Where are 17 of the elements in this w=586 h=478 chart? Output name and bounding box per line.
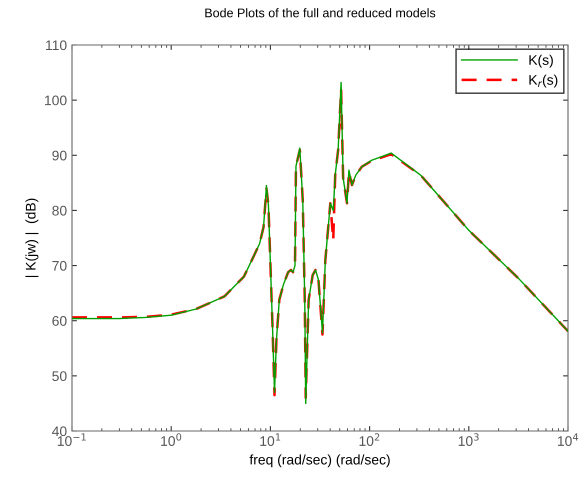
legend-label: K$_{r}$(s) [529,74,558,88]
y-tick-label: 90 [52,150,67,160]
x-tick-label: 10$^{4}$ [558,433,578,446]
y-tick-label: 80 [52,206,67,216]
x-tick-label: 10$^{1}$ [260,433,280,446]
x-tick-label: 10$^{0}$ [161,433,182,446]
y-tick-label: 100 [45,95,67,106]
y-tick-label: 60 [52,316,67,326]
y-axis-title: | K(jw) | (dB) [25,198,38,278]
y-tick-label: 70 [52,260,67,271]
x-axis-title: freq (rad/sec) (rad/sec) [250,454,390,468]
y-tick-label: 50 [52,371,67,382]
chart-title: Bode Plots of the full and reduced models [205,8,436,18]
y-tick-label: 110 [46,40,67,50]
x-tick-label: 10$^{3}$ [458,433,479,446]
legend-label: K(s) [529,54,553,68]
x-tick-label: 10$^{2}$ [360,433,380,446]
